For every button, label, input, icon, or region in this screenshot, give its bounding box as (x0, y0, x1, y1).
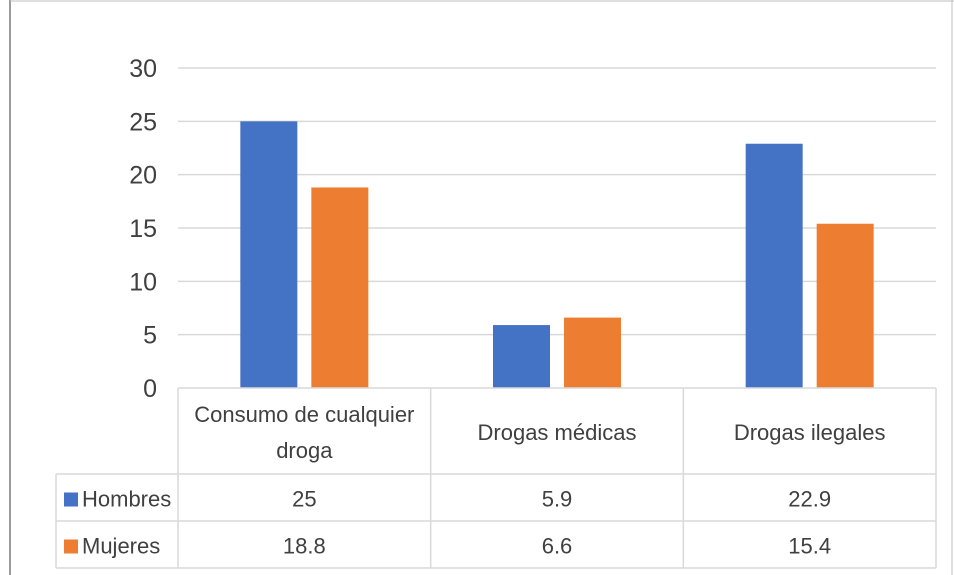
y-tick-label-5: 5 (143, 322, 157, 350)
y-tick-label-25: 25 (129, 108, 157, 136)
legend-key-hombres (64, 492, 78, 507)
bar-mujeres-0 (311, 187, 369, 388)
data-label-mujeres-0: 18.8 (283, 534, 326, 559)
x-category-label-0-1: droga (276, 438, 333, 463)
legend-key-mujeres (64, 539, 78, 554)
data-label-mujeres-1: 6.6 (542, 534, 573, 559)
y-tick-label-10: 10 (129, 268, 157, 296)
gridlines (178, 67, 936, 336)
legend-label-hombres: Hombres (82, 487, 171, 512)
data-label-hombres-2: 22.9 (788, 487, 831, 512)
data-table: Consumo de cualquier droga Drogas médicas D… (55, 387, 937, 569)
bar-mujeres-2 (816, 223, 874, 388)
x-category-label-2-0: Drogas ilegales (734, 420, 886, 445)
bar-hombres-0 (240, 121, 298, 388)
x-category-label-1-0: Drogas médicas (478, 420, 637, 445)
legend-label-mujeres: Mujeres (82, 534, 160, 559)
y-tick-label-20: 20 (129, 162, 157, 190)
data-label-hombres-0: 25 (292, 487, 316, 512)
data-label-mujeres-2: 15.4 (788, 534, 831, 559)
y-axis-ticks: 0 5 10 15 20 25 30 (129, 55, 157, 403)
y-tick-label-15: 15 (129, 215, 157, 243)
x-category-label-0-0: Consumo de cualquier (194, 402, 414, 427)
bar-hombres-1 (493, 325, 550, 388)
y-tick-label-0: 0 (143, 375, 157, 403)
data-label-hombres-1: 5.9 (542, 487, 573, 512)
bar-mujeres-1 (564, 317, 621, 388)
y-tick-label-30: 30 (129, 55, 157, 83)
bar-hombres-2 (745, 143, 803, 388)
bars (240, 121, 874, 388)
